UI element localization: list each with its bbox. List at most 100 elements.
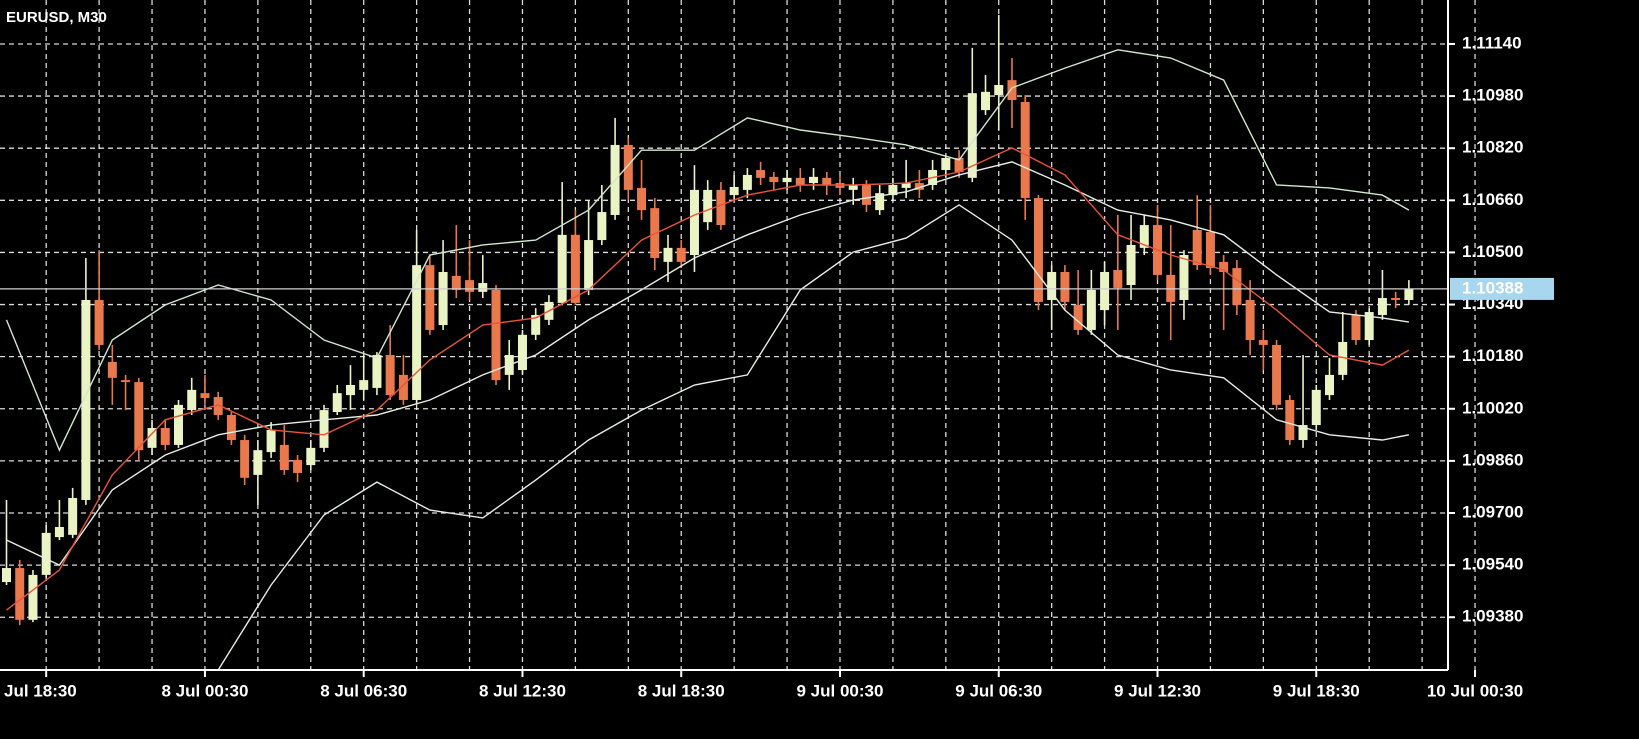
candle-body [967, 93, 977, 178]
candle-body [54, 527, 64, 538]
candle-body [1126, 244, 1136, 286]
candle-body [1060, 271, 1070, 302]
candle-body [901, 183, 911, 188]
candle-body [332, 393, 342, 413]
y-tick-label: 1.11140 [1462, 33, 1522, 52]
x-tick-label: 9 Jul 12:30 [1114, 681, 1201, 700]
candle-body [1311, 389, 1321, 426]
y-tick-label: 1.10820 [1462, 138, 1523, 157]
candle-body [160, 427, 170, 445]
current-price-box [1450, 277, 1554, 300]
candle-body [1047, 271, 1057, 300]
candle-body [1351, 314, 1361, 341]
candle-body [1272, 344, 1282, 405]
candle-body [1232, 268, 1242, 305]
candle-body [1245, 299, 1255, 341]
y-tick-label: 1.10980 [1462, 86, 1523, 105]
candle-body [1020, 101, 1030, 199]
y-tick-label: 1.10660 [1462, 190, 1523, 209]
candle-body [1219, 261, 1229, 272]
chart-title: EURUSD, M30 [6, 9, 107, 26]
candle-body [1205, 231, 1215, 269]
candle-body [2, 568, 11, 583]
candle-body [769, 176, 779, 183]
candle-body [584, 240, 594, 290]
candle-body [782, 177, 792, 183]
candle-body [1073, 304, 1083, 330]
candle-body [1258, 340, 1268, 345]
candle-body [451, 275, 461, 290]
candle-body [1100, 271, 1110, 311]
axes: 1.11140 1.10980 1.10820 1.10660 1.10500 1.103… [4, 33, 1554, 700]
candle-body [465, 280, 475, 292]
indicator-line [5, 49, 1410, 452]
candle-body [1139, 225, 1149, 248]
candle-body [1404, 288, 1414, 300]
candle-body [213, 397, 223, 415]
candle-body [517, 334, 527, 371]
indicator-line [6, 147, 1410, 611]
candle-body [240, 440, 250, 478]
candle-body [200, 393, 210, 399]
candle-body [41, 532, 51, 575]
y-tick-label: 1.09540 [1462, 555, 1523, 574]
candle-body [597, 212, 607, 241]
candle-body [1086, 289, 1096, 330]
x-tick-label: 9 Jul 18:30 [1273, 681, 1360, 700]
candle-body [570, 234, 580, 303]
candle-body [1179, 255, 1189, 300]
candle-body [345, 384, 355, 396]
x-tick-label: 8 Jul 00:30 [161, 681, 248, 700]
candle-body [1113, 270, 1123, 288]
candle-body [1377, 298, 1387, 315]
current-price-label: 1.10388 [1462, 278, 1523, 297]
candle-body [147, 427, 157, 448]
candle-body [1007, 80, 1017, 100]
candle-body [994, 85, 1004, 96]
candle-body [848, 185, 858, 190]
candle-body [491, 289, 501, 381]
x-tick-label: Jul 18:30 [4, 681, 77, 700]
candle-body [861, 185, 871, 205]
candle-body [531, 314, 541, 335]
candle-body [68, 498, 78, 535]
plot-area [0, 14, 1448, 670]
candle-body [306, 447, 316, 466]
candle-body [623, 144, 633, 190]
candle-body [121, 380, 131, 383]
x-tick-label: 10 Jul 00:30 [1427, 681, 1523, 700]
candle-body [478, 283, 488, 292]
candle-body [663, 247, 673, 262]
candle-body [676, 247, 686, 262]
candle-body [107, 361, 117, 378]
candle-body [689, 189, 699, 256]
candle-body [703, 189, 713, 223]
x-tick-label: 8 Jul 12:30 [479, 681, 566, 700]
candle-body [1192, 229, 1202, 266]
candle-body [187, 389, 197, 411]
candle-body [94, 299, 104, 345]
candle-body [1033, 198, 1043, 302]
candle-body [1338, 342, 1348, 375]
candle-body [1325, 374, 1334, 396]
indicator-line [217, 204, 1410, 670]
candle-body [756, 170, 766, 178]
candle-body [412, 265, 422, 400]
y-tick-label: 1.10180 [1462, 346, 1523, 365]
candle-body [28, 574, 38, 620]
x-tick-label: 9 Jul 00:30 [797, 681, 884, 700]
candle-body [81, 299, 91, 500]
candle-body [173, 404, 183, 445]
candle-body [226, 414, 236, 441]
candle-body [359, 380, 369, 390]
candle-body [729, 186, 739, 196]
candle-body [914, 183, 924, 190]
candle-body [1364, 312, 1374, 341]
candle-body [822, 177, 832, 186]
candle-body [941, 157, 951, 171]
candle-body [372, 355, 382, 388]
candle-body [15, 568, 25, 620]
y-tick-label: 1.09700 [1462, 502, 1523, 521]
candle-body [425, 265, 435, 330]
candle-body [398, 374, 408, 400]
